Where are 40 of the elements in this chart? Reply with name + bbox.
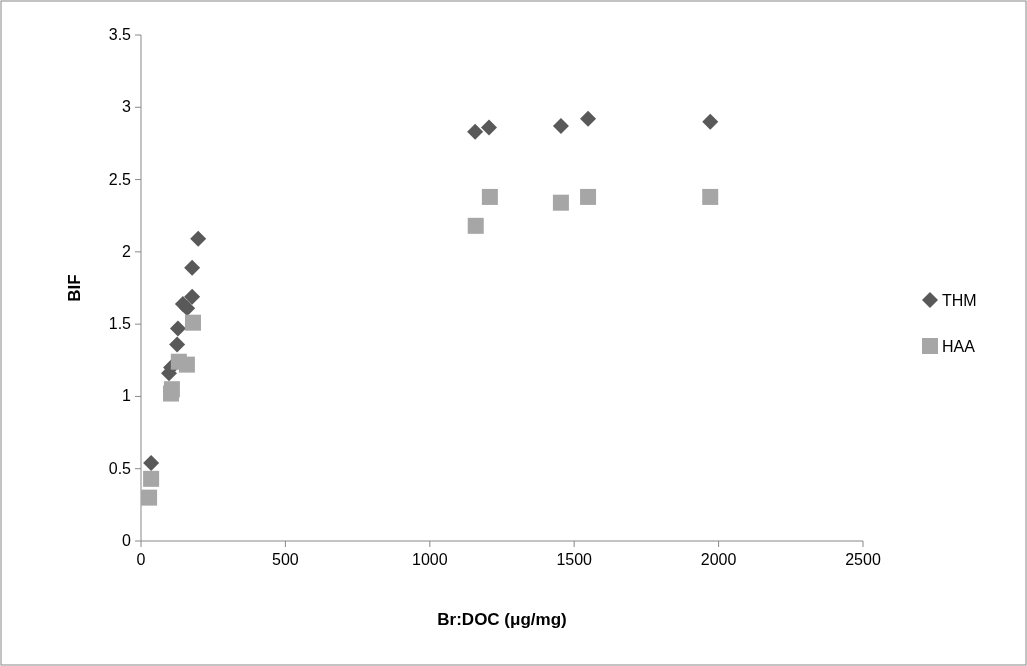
point [141,489,158,506]
y-tick-label: 2 [122,242,132,260]
y-tick-label: 0 [122,532,132,549]
x-tick-label: 2000 [700,551,737,568]
point [552,194,569,211]
x-tick-label: 500 [272,551,299,568]
point [702,188,719,205]
point [481,119,497,136]
point [179,300,196,317]
legend-label: HAA [942,338,976,355]
point [702,113,719,130]
x-tick-label: 0 [136,551,146,568]
point [467,217,484,234]
point [184,259,201,276]
point [143,454,160,471]
point [184,288,201,305]
point [178,356,195,373]
y-tick-label: 2.5 [108,170,132,188]
point [580,110,597,127]
y-tick-label: 3 [122,98,132,116]
x-tick-label: 1500 [556,551,593,568]
point [467,123,484,140]
point [190,230,207,247]
point [580,188,597,205]
x-axis-title: Br:DOC (μg/mg) [437,610,567,629]
point [552,118,569,135]
y-tick-label: 3.5 [108,26,132,43]
point [184,314,201,331]
y-tick-label: 1.5 [108,315,132,333]
point [143,470,160,487]
y-tick-label: 1 [122,387,132,405]
x-tick-label: 1000 [412,551,448,568]
y-tick-label: 0.5 [108,459,132,477]
point [169,336,186,353]
point [163,381,180,398]
point [169,320,186,337]
legend-label: THM [942,292,977,309]
y-axis-title: BIF [65,274,84,302]
x-tick-label: 2500 [845,551,881,568]
point [481,188,498,205]
